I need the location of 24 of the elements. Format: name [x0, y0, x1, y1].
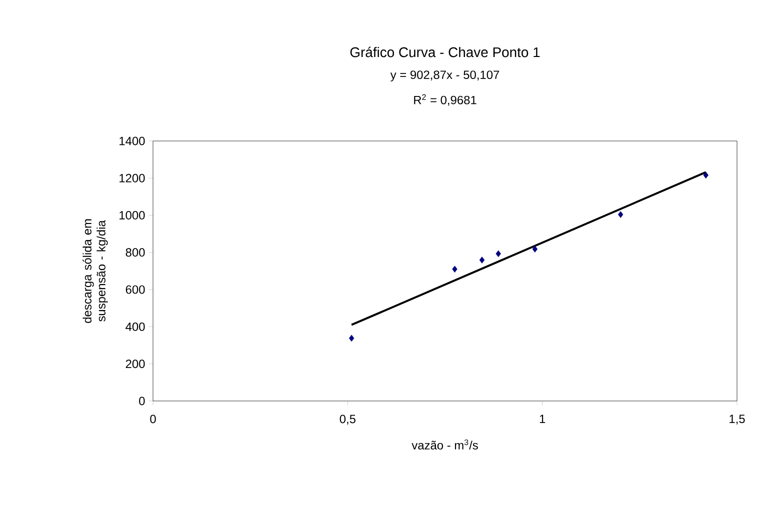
text: y = 902,87x - 50,107 — [390, 70, 500, 82]
point — [479, 256, 485, 264]
y-tick-label: 600 — [126, 285, 145, 294]
point — [703, 172, 708, 179]
x-tick-label: 1 — [540, 414, 546, 423]
point — [348, 334, 354, 342]
point — [618, 211, 624, 218]
point — [532, 246, 538, 252]
y-axis-title: descarga sólida em suspensão - kg/dia — [82, 219, 108, 323]
y-tick-label: 1400 — [120, 136, 145, 146]
point — [452, 266, 458, 273]
x-axis-title: vazão - m$^{3}$/s — [412, 439, 478, 450]
y-tick-label: 400 — [126, 322, 145, 331]
y-tick-label: 1000 — [120, 211, 145, 220]
y-tick-label: 0 — [139, 396, 145, 406]
y-tick-label: 200 — [126, 360, 145, 368]
x-tick-label: 1,5 — [730, 414, 745, 425]
y-tick-label: 1200 — [120, 174, 145, 182]
chart-title: Gráfico Curva - Chave Ponto 1 — [350, 46, 540, 58]
y-tick-label: 800 — [126, 248, 145, 257]
text: R$^{2}$ = 0,9681 — [414, 94, 476, 106]
x-tick-label: 0,5 — [340, 414, 356, 425]
x-tick-label: 0 — [150, 414, 156, 424]
point — [496, 250, 501, 258]
